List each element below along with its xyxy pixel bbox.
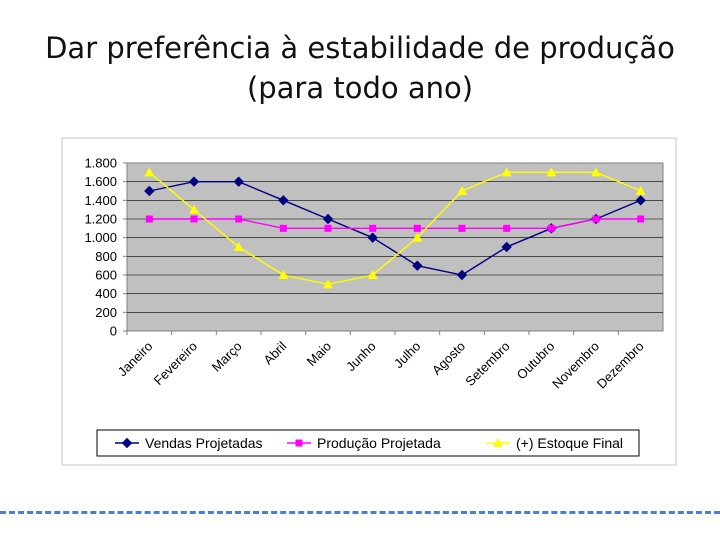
data-point-estoque-final-janeiro	[144, 167, 155, 177]
data-point-estoque-final-abril	[278, 270, 289, 279]
series-estoque-final	[144, 167, 646, 289]
y-tick-label: 1.000	[84, 230, 117, 245]
data-point-producao-projetada-agosto	[458, 224, 466, 232]
legend-label-vendas-projetadas: Vendas Projetadas	[145, 435, 263, 451]
y-tick-label: 1.400	[84, 193, 117, 208]
y-axis-ticks: 0 200 400 600 800 1.000 1.200 1.400 1.600 1.800	[84, 156, 127, 339]
data-point-vendas-projetadas-marco	[233, 176, 244, 187]
y-tick-label: 1.200	[84, 212, 117, 227]
y-tick-label: 200	[95, 305, 117, 320]
data-point-producao-projetada-maio	[324, 224, 332, 232]
y-tick-label: 0	[110, 324, 117, 339]
data-point-producao-projetada-junho	[369, 224, 377, 232]
data-point-vendas-projetadas-janeiro	[144, 185, 155, 197]
data-point-estoque-final-dezembro	[635, 186, 646, 195]
series-producao-projetada	[145, 215, 645, 232]
legend-item-producao-projetada: Produção Projetada	[287, 435, 441, 451]
data-point-producao-projetada-janeiro	[145, 215, 153, 223]
data-point-vendas-projetadas-julho	[412, 260, 423, 271]
data-point-estoque-final-novembro	[591, 167, 601, 177]
data-point-estoque-final-junho	[367, 270, 378, 279]
legend-marker-estoque-final	[493, 438, 503, 447]
series-line-estoque-final	[148, 171, 641, 286]
data-point-producao-projetada-outubro	[547, 224, 555, 232]
data-point-producao-projetada-abril	[279, 224, 287, 232]
y-tick-label: 400	[95, 286, 117, 301]
data-point-estoque-final-fevereiro	[189, 204, 199, 214]
slide-title: Dar preferência à estabilidade de produç…	[20, 28, 700, 108]
y-tick-label: 1.800	[84, 156, 117, 171]
data-point-estoque-final-outubro	[546, 167, 557, 177]
data-point-producao-projetada-fevereiro	[190, 215, 198, 223]
legend-item-vendas-projetadas: Vendas Projetadas	[115, 435, 263, 451]
data-point-estoque-final-maio	[323, 279, 333, 289]
data-point-vendas-projetadas-dezembro	[635, 195, 646, 206]
data-point-producao-projetada-setembro	[503, 224, 511, 232]
data-point-vendas-projetadas-agosto	[456, 269, 468, 281]
plot-area	[126, 162, 664, 332]
y-tick-label: 600	[95, 268, 117, 283]
data-point-vendas-projetadas-maio	[322, 213, 334, 225]
slide-title-line-1: Dar preferência à estabilidade de produç…	[45, 31, 675, 65]
data-point-estoque-final-marco	[233, 242, 244, 251]
data-point-producao-projetada-novembro	[592, 215, 600, 223]
legend-marker-producao-projetada	[295, 439, 303, 447]
legend-marker-vendas-projetadas	[121, 437, 133, 449]
data-point-vendas-projetadas-junho	[367, 232, 378, 243]
legend-label-estoque-final: (+) Estoque Final	[516, 435, 623, 451]
legend-label-producao-projetada: Produção Projetada	[317, 435, 441, 451]
legend-box	[96, 429, 640, 457]
y-tick-label: 800	[95, 249, 117, 264]
data-point-vendas-projetadas-setembro	[501, 241, 512, 253]
y-tick-label: 1.600	[84, 174, 117, 189]
data-point-vendas-projetadas-fevereiro	[188, 176, 200, 187]
series-line-producao-projetada	[149, 218, 641, 230]
data-point-producao-projetada-julho	[413, 224, 421, 232]
legend-item-estoque-final: (+) Estoque Final	[486, 435, 623, 451]
slide-title-line-2: (para todo ano)	[246, 71, 474, 105]
data-point-estoque-final-setembro	[501, 167, 512, 177]
data-point-vendas-projetadas-abril	[278, 195, 289, 206]
data-point-estoque-final-agosto	[457, 186, 467, 195]
data-point-producao-projetada-marco	[235, 215, 243, 223]
data-point-producao-projetada-dezembro	[637, 215, 645, 223]
series-layer	[144, 167, 646, 289]
data-point-estoque-final-julho	[412, 232, 423, 242]
legend: Vendas Projetadas Produção Projetada (+) E…	[115, 435, 623, 451]
footer-dashed-rule	[0, 511, 720, 514]
